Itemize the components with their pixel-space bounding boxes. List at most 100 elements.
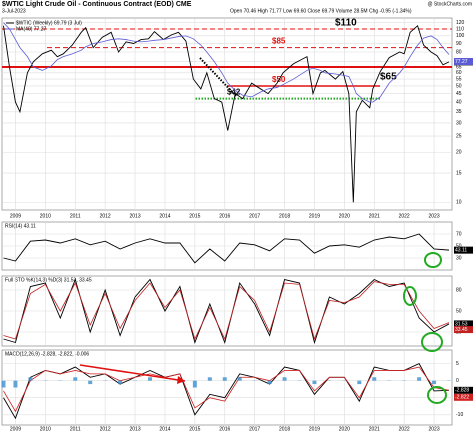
trend-arrow: [79, 364, 186, 382]
x-tick-label: 2022: [399, 426, 410, 432]
y-tick-label: -10: [456, 412, 463, 418]
histogram-bar: [28, 377, 33, 381]
y-tick-label: 20: [456, 150, 462, 156]
x-tick-label: 2011: [70, 213, 81, 219]
level-label: $42: [227, 88, 241, 97]
series-line: [3, 233, 450, 264]
y-tick-label: 40: [456, 99, 462, 105]
x-tick-label: 2020: [339, 213, 350, 219]
y-tick-label: 25: [456, 133, 462, 139]
source: @ StockCharts.com: [427, 1, 472, 7]
y-tick-label: 65: [456, 64, 462, 70]
histogram-bar: [372, 377, 377, 381]
series-line: [3, 281, 450, 341]
histogram-bar: [13, 380, 18, 388]
x-tick-label: 2009: [10, 426, 21, 432]
y-tick-label: 15: [456, 170, 462, 176]
series-line: [3, 366, 450, 413]
x-tick-label: 2019: [309, 426, 320, 432]
y-tick-label: 55: [456, 76, 462, 82]
price-frame: [1, 17, 453, 211]
last-value-box: [454, 246, 473, 254]
y-tick-label: 0: [456, 378, 459, 384]
histogram-bar: [207, 377, 212, 381]
level-label: $110: [335, 18, 357, 29]
y-tick-label: 90: [456, 41, 462, 47]
y-tick-label: 70: [456, 231, 462, 237]
y-tick-label: 60: [456, 70, 462, 76]
chart-title: $WTIC Light Crude Oil - Continuous Contr…: [2, 1, 192, 8]
x-tick-label: 2019: [309, 213, 320, 219]
series-line: [3, 363, 450, 420]
y-tick-label: 110: [456, 26, 464, 32]
last-value: 77.27: [455, 59, 468, 65]
last-value: -2.828: [455, 388, 469, 394]
highlight-circle: [421, 332, 443, 352]
x-tick-label: 2016: [219, 213, 230, 219]
panel-title: MACD(12,26,9) -2.828, -2.822, -0.006: [5, 351, 89, 357]
x-tick-label: 2012: [100, 426, 111, 432]
x-tick-label: 2023: [428, 213, 439, 219]
x-tick-label: 2021: [369, 213, 380, 219]
y-tick-label: 30: [456, 255, 462, 261]
last-value-box: [454, 393, 473, 401]
histogram-bar: [237, 377, 242, 381]
x-tick-label: 2010: [40, 426, 51, 432]
ohlc: Open 70.46 High 71.77 Low 69.60 Close 69…: [230, 8, 412, 14]
last-value-box: [454, 386, 473, 394]
series-line: [3, 278, 450, 345]
x-tick-label: 2013: [129, 213, 140, 219]
y-tick-label: 120: [456, 20, 465, 26]
x-tick-label: 2012: [100, 213, 111, 219]
x-tick-label: 2020: [339, 426, 350, 432]
highlight-circle: [427, 386, 447, 404]
panel-title: Full STO %K(14,3) %D(3) 31.53, 33.45: [5, 277, 92, 283]
last-value-box: [454, 326, 473, 334]
histogram-bar: [148, 377, 153, 381]
level-label: $85: [272, 37, 286, 46]
y-tick-label: 5: [456, 361, 459, 367]
arrow-head: [177, 376, 185, 384]
x-tick-label: 2009: [10, 213, 21, 219]
histogram-bar: [222, 377, 227, 381]
histogram-bar: [312, 380, 317, 385]
histogram-bar: [267, 380, 272, 385]
plot-layer: 2009 2010 2011 2012 2013 2014 2015 2016 2017 2018…: [1, 18, 473, 432]
y-tick-label: 10: [456, 200, 462, 206]
x-tick-label: 2022: [399, 213, 410, 219]
x-tick-label: 2014: [159, 426, 170, 432]
last-value: 33.45: [455, 327, 468, 333]
legend-entry: $WTIC (Weekly) 69.79 (3 Jul): [16, 20, 82, 26]
x-tick-label: 2015: [189, 213, 200, 219]
legend-entry: MA(40) 77.27: [16, 26, 47, 32]
y-tick-label: 30: [456, 120, 462, 126]
x-tick-label: 2018: [279, 213, 290, 219]
histogram-bar: [118, 380, 123, 385]
x-tick-label: 2018: [279, 426, 290, 432]
y-tick-label: 100: [456, 33, 465, 39]
date: 3-Jul-2023: [2, 8, 26, 14]
x-tick-label: 2015: [189, 426, 200, 432]
y-tick-label: 35: [456, 109, 462, 115]
x-tick-label: 2017: [249, 426, 260, 432]
histogram-bar: [73, 377, 78, 381]
y-tick-label: 80: [456, 287, 462, 293]
y-tick-label: 50: [456, 243, 462, 249]
histogram-bar: [1, 380, 6, 388]
last-value: 31.53: [455, 321, 468, 327]
x-tick-label: 2014: [159, 213, 170, 219]
x-tick-label: 2017: [249, 213, 260, 219]
y-tick-label: 50: [456, 308, 462, 314]
last-value-box: [454, 58, 473, 66]
x-tick-label: 2010: [40, 213, 51, 219]
last-value-box: [454, 320, 473, 328]
histogram-bar: [192, 380, 197, 388]
x-tick-label: 2011: [70, 426, 81, 432]
x-tick-label: 2021: [369, 426, 380, 432]
y-tick-label: 45: [456, 91, 462, 97]
y-tick-label: 50: [456, 83, 462, 89]
x-tick-label: 2013: [129, 426, 140, 432]
x-tick-label: 2023: [428, 426, 439, 432]
